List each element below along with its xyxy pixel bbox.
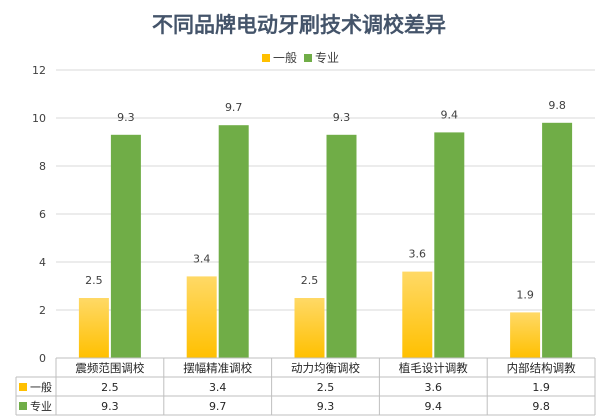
chart-title: 不同品牌电动牙刷技术调校差异 <box>152 12 446 37</box>
category-label: 震频范围调校 <box>75 361 144 375</box>
y-axis-ticks: 0 2 4 6 8 10 12 <box>32 64 46 365</box>
table-cell: 3.4 <box>209 381 227 394</box>
table-cell: 3.6 <box>425 381 443 394</box>
y-tick-label: 2 <box>39 304 46 317</box>
y-tick-label: 12 <box>32 64 46 77</box>
table-cell: 2.5 <box>317 381 335 394</box>
table-legend-key-general <box>19 383 27 391</box>
bars <box>78 122 573 358</box>
data-label-general: 2.5 <box>85 274 103 287</box>
data-label-general: 2.5 <box>301 274 319 287</box>
legend-swatch-pro <box>304 54 312 62</box>
data-label-pro: 9.8 <box>548 99 566 112</box>
category-label: 动力均衡调校 <box>291 361 360 375</box>
table-cell: 9.3 <box>317 400 335 413</box>
data-labels: 2.5 9.3 3.4 9.7 2.5 9.3 3.6 9.4 1.9 9.8 <box>85 99 566 302</box>
data-label-pro: 9.4 <box>441 108 459 121</box>
data-label-pro: 9.3 <box>117 111 135 124</box>
data-label-pro: 9.3 <box>333 111 351 124</box>
data-label-pro: 9.7 <box>225 101 243 114</box>
legend-swatch-general <box>262 54 270 62</box>
table-cell: 1.9 <box>532 381 550 394</box>
y-tick-label: 4 <box>39 256 46 269</box>
table-cell: 9.8 <box>532 400 550 413</box>
y-tick-label: 8 <box>39 160 46 173</box>
table-series-name: 一般 <box>30 381 52 394</box>
bar-pro <box>542 122 573 358</box>
bar-general <box>402 271 433 358</box>
legend: 一般 专业 <box>262 50 339 65</box>
category-label: 内部结构调教 <box>507 361 576 375</box>
legend-label-general: 一般 <box>273 50 297 65</box>
data-label-general: 3.4 <box>193 252 211 265</box>
bar-pro <box>434 132 465 358</box>
bar-general <box>186 276 217 358</box>
bar-general <box>294 298 325 358</box>
category-label: 摆幅精准调校 <box>183 361 252 375</box>
table-cell: 9.7 <box>209 400 227 413</box>
table-legend-key-pro <box>19 402 27 410</box>
data-label-general: 3.6 <box>409 248 427 261</box>
table-series-name: 专业 <box>30 399 52 413</box>
table-cell: 9.3 <box>101 400 119 413</box>
gridlines <box>56 69 595 359</box>
table-cell: 9.4 <box>425 400 443 413</box>
bar-pro <box>326 134 357 358</box>
y-tick-label: 10 <box>32 112 46 125</box>
bar-general <box>78 298 109 358</box>
bar-pro <box>110 134 141 358</box>
data-label-general: 1.9 <box>516 288 534 301</box>
y-tick-label: 0 <box>39 352 46 365</box>
legend-label-pro: 专业 <box>315 50 339 65</box>
bar-general <box>510 312 541 358</box>
bar-pro <box>218 125 249 358</box>
y-tick-label: 6 <box>39 208 46 221</box>
category-label: 植毛设计调教 <box>399 361 468 375</box>
table-cell: 2.5 <box>101 381 119 394</box>
